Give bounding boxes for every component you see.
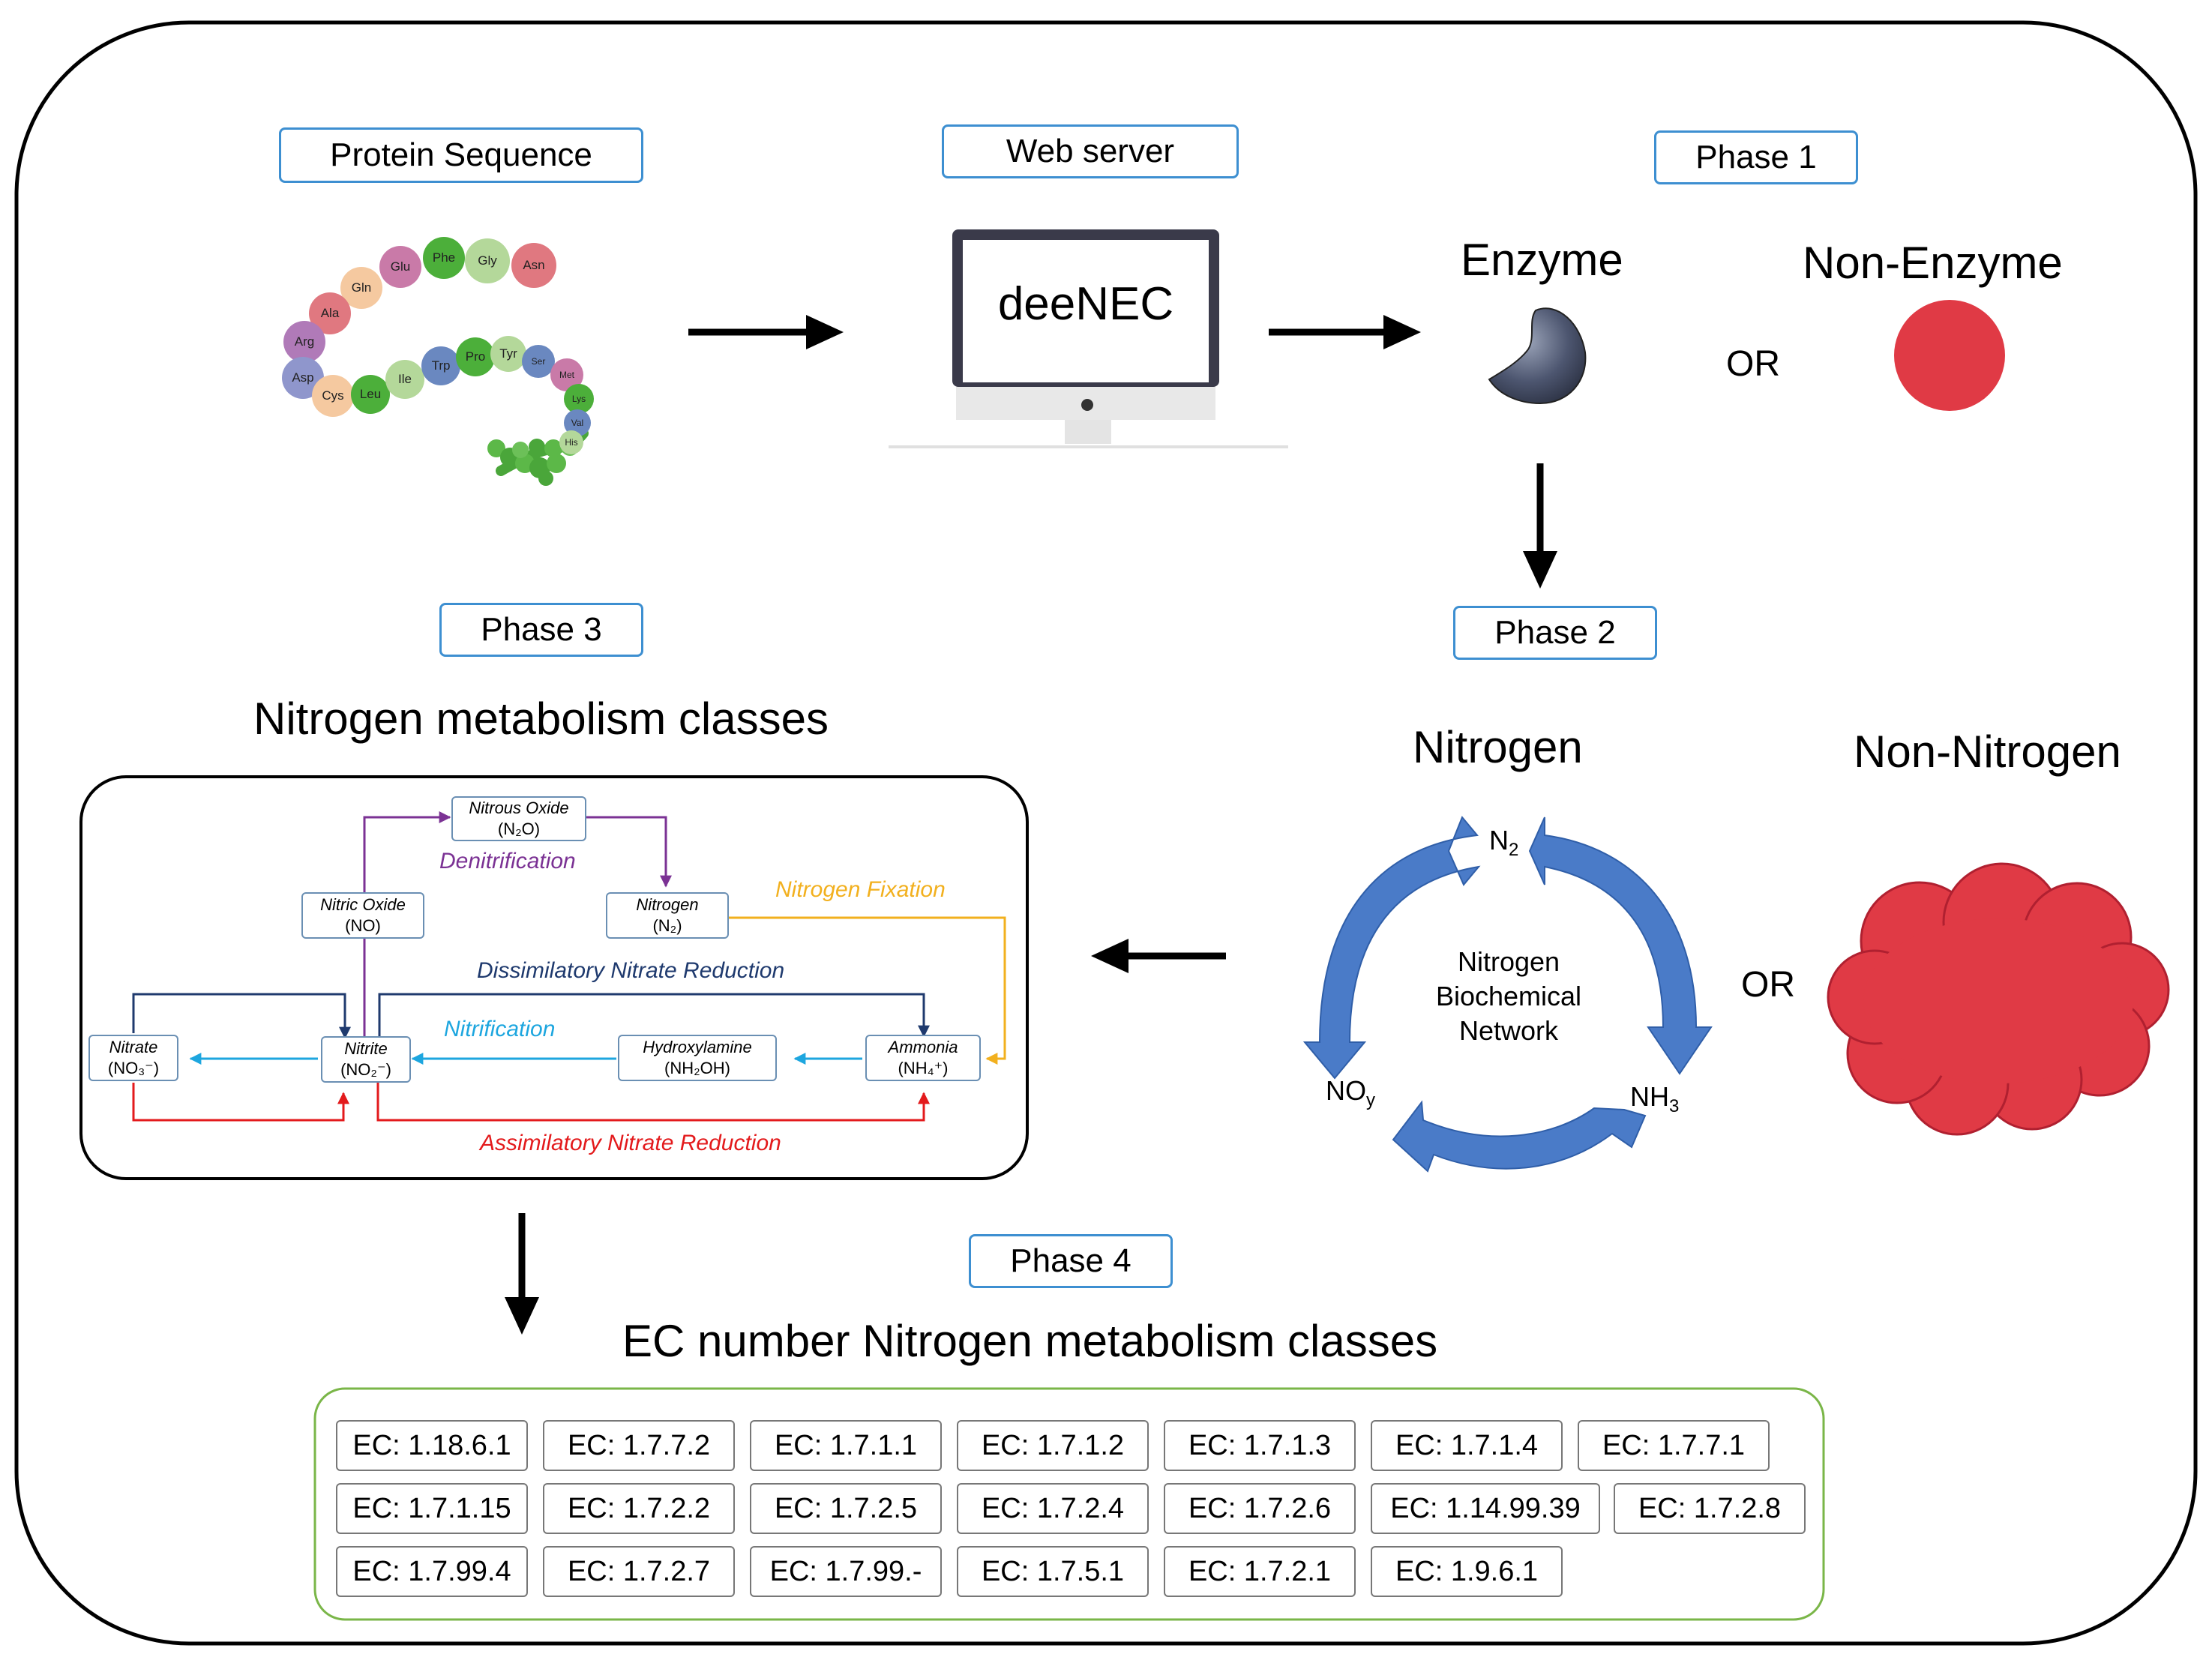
phase3-label: Phase 3: [439, 603, 643, 657]
phase3-container: [79, 775, 1029, 1180]
monitor-icon: [889, 229, 1288, 448]
amino-acid-bead: Glu: [379, 246, 421, 288]
flow-arrow-server-to-phase1: [1269, 315, 1421, 349]
phase3-title: Nitrogen metabolism classes: [253, 694, 829, 744]
amino-acid-bead: Ala: [309, 292, 351, 334]
ec-number-box: EC: 1.7.2.6: [1164, 1483, 1356, 1534]
non-nitrogen-title: Non-Nitrogen: [1854, 727, 2121, 777]
non-enzyme-icon: [1894, 300, 2005, 411]
outer-frame: [14, 20, 2198, 1646]
ec-number-box: EC: 1.7.2.7: [543, 1546, 735, 1597]
ec-number-box: EC: 1.7.1.1: [750, 1420, 942, 1471]
ec-number-box: EC: 1.7.7.1: [1578, 1420, 1770, 1471]
cycle-center-line: Biochemical: [1435, 981, 1582, 1011]
amino-acid-bead: Gly: [465, 238, 510, 283]
cycle-center-label: Nitrogen Biochemical Network: [1410, 945, 1608, 1048]
ec-number-box: EC: 1.7.7.2: [543, 1420, 735, 1471]
amino-acid-bead: Asp: [282, 357, 324, 399]
phase4-title: EC number Nitrogen metabolism classes: [622, 1316, 1438, 1366]
nitrogen-cycle: [1302, 816, 1713, 1173]
node-nitric-oxide: Nitric Oxide (NO): [301, 892, 424, 939]
ec-number-box: EC: 1.7.2.1: [1164, 1546, 1356, 1597]
ec-number-box: EC: 1.7.2.2: [543, 1483, 735, 1534]
flow-arrow-phase1-to-phase2: [1523, 463, 1557, 589]
non-enzyme-title: Non-Enzyme: [1803, 238, 2063, 288]
ec-number-box: EC: 1.7.99.-: [750, 1546, 942, 1597]
ec-number-box: EC: 1.7.2.4: [957, 1483, 1149, 1534]
node-nitrate: Nitrate (NO₃⁻): [88, 1035, 178, 1081]
amino-acid-bead: His: [559, 430, 583, 454]
nh3-label: NH3: [1630, 1081, 1680, 1117]
ec-number-box: EC: 1.14.99.39: [1371, 1483, 1600, 1534]
flow-arrow-sequence-to-server: [688, 315, 844, 349]
noy-label: NOy: [1326, 1075, 1375, 1111]
pathway-denitrification: Denitrification: [439, 849, 576, 873]
enzyme-icon: [1488, 307, 1587, 405]
amino-acid-bead: Leu: [351, 375, 390, 414]
ec-number-box: EC: 1.7.1.4: [1371, 1420, 1563, 1471]
node-hydroxylamine: Hydroxylamine (NH₂OH): [618, 1035, 777, 1081]
n2-label: N2: [1489, 825, 1519, 861]
ec-number-box: EC: 1.7.1.2: [957, 1420, 1149, 1471]
pathway-nitrification: Nitrification: [444, 1017, 556, 1041]
phase2-label: Phase 2: [1453, 606, 1657, 660]
amino-acid-bead: Arg: [283, 321, 325, 363]
web-server-label: Web server: [942, 124, 1239, 178]
pathway-dissimilatory: Dissimilatory Nitrate Reduction: [477, 958, 785, 983]
ec-number-box: EC: 1.7.5.1: [957, 1546, 1149, 1597]
node-ammonia: Ammonia (NH₄⁺): [865, 1035, 981, 1081]
ec-number-box: EC: 1.9.6.1: [1371, 1546, 1563, 1597]
flow-arrow-phase3-to-phase4: [505, 1213, 539, 1335]
amino-acid-bead: Ile: [385, 360, 424, 399]
ec-number-box: EC: 1.7.1.3: [1164, 1420, 1356, 1471]
amino-acid-bead: Phe: [423, 237, 465, 279]
amino-acid-bead: Pro: [456, 337, 495, 376]
enzyme-title: Enzyme: [1461, 235, 1623, 285]
node-nitrogen: Nitrogen (N₂): [606, 892, 729, 939]
phase4-label: Phase 4: [969, 1234, 1173, 1288]
pathway-assimilatory: Assimilatory Nitrate Reduction: [480, 1131, 781, 1155]
ec-number-box: EC: 1.7.99.4: [336, 1546, 528, 1597]
phase1-or-text: OR: [1726, 344, 1780, 384]
amino-acid-bead: Asn: [511, 243, 556, 288]
ec-number-box: EC: 1.7.1.15: [336, 1483, 528, 1534]
nitrogen-title: Nitrogen: [1413, 722, 1583, 772]
protein-strand: [487, 428, 589, 486]
phase2-or-text: OR: [1741, 965, 1795, 1005]
protein-sequence-label: Protein Sequence: [279, 127, 643, 183]
ec-number-box: EC: 1.7.2.5: [750, 1483, 942, 1534]
amino-acid-bead: Lys: [564, 384, 594, 414]
amino-acid-bead: Ser: [522, 345, 555, 378]
amino-acid-bead: Cys: [312, 375, 354, 417]
amino-acid-bead: Tyr: [490, 336, 526, 372]
ec-number-box: EC: 1.18.6.1: [336, 1420, 528, 1471]
cycle-center-line: Nitrogen: [1457, 946, 1560, 977]
monitor-text: deeNEC: [997, 278, 1174, 330]
amino-acid-bead: Trp: [421, 346, 460, 385]
ec-number-box: EC: 1.7.2.8: [1614, 1483, 1806, 1534]
node-nitrite: Nitrite (NO₂⁻): [321, 1036, 411, 1083]
pathway-nitrogen-fixation: Nitrogen Fixation: [775, 877, 946, 902]
non-nitrogen-cloud: [1827, 862, 2170, 1136]
phase1-label: Phase 1: [1654, 130, 1858, 184]
flow-arrow-phase2-to-phase3: [1091, 939, 1226, 973]
node-nitrous-oxide: Nitrous Oxide (N₂O): [451, 796, 586, 841]
cycle-center-line: Network: [1458, 1015, 1559, 1046]
